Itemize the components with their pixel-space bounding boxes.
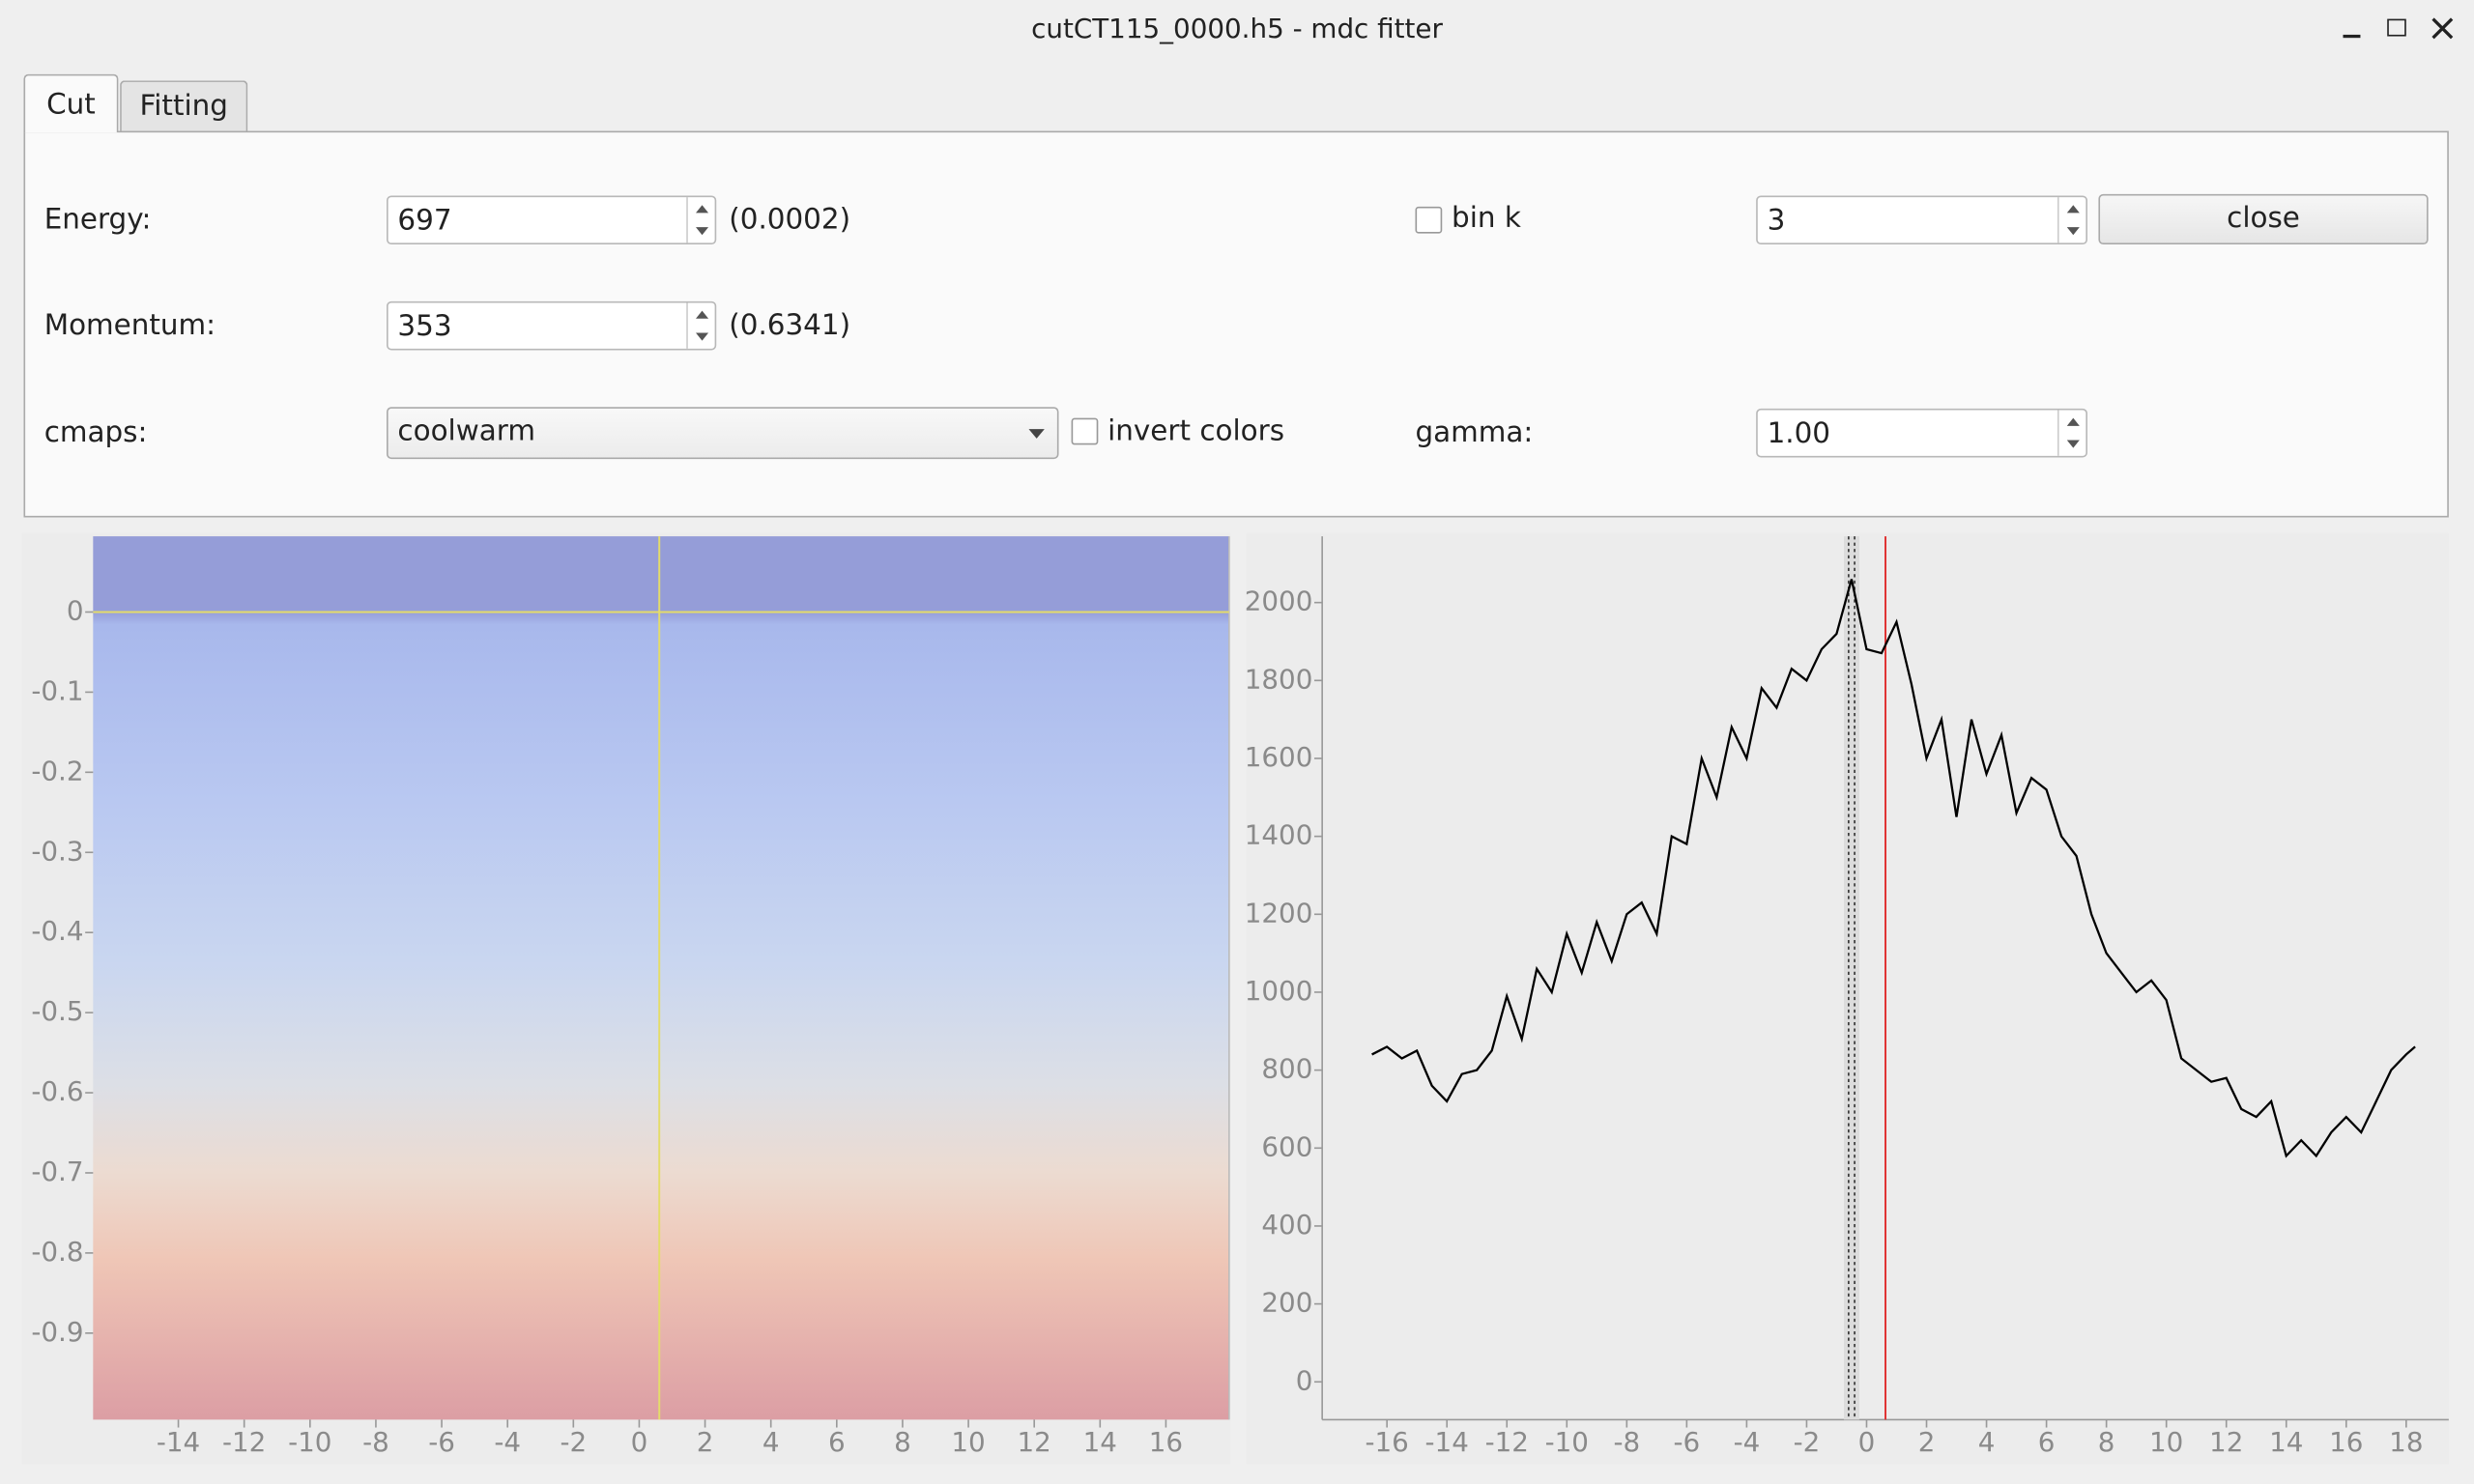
x-tick-label: 0 bbox=[1858, 1426, 1876, 1458]
invert-checkbox[interactable] bbox=[1071, 417, 1099, 445]
x-tick-label: 14 bbox=[2269, 1426, 2303, 1458]
x-tick-label: -4 bbox=[1734, 1426, 1761, 1458]
y-tick-label: 1200 bbox=[1245, 897, 1313, 928]
x-tick-label: -2 bbox=[560, 1426, 587, 1458]
y-tick-label: 1400 bbox=[1245, 819, 1313, 851]
y-tick-label: 200 bbox=[1261, 1287, 1312, 1319]
x-tick-label: -12 bbox=[1485, 1426, 1529, 1458]
combo-value: coolwarm bbox=[397, 414, 535, 448]
x-tick-label: 2 bbox=[1918, 1426, 1936, 1458]
heatmap-image bbox=[93, 536, 1229, 1420]
close-window-button[interactable] bbox=[2431, 15, 2454, 40]
spin-arrows[interactable] bbox=[686, 197, 714, 243]
y-tick-label: -0.2 bbox=[31, 755, 83, 786]
x-tick-label: -6 bbox=[428, 1426, 455, 1458]
cmap-combobox[interactable]: coolwarm bbox=[386, 407, 1059, 460]
x-tick-label: 8 bbox=[894, 1426, 911, 1458]
x-tick-label: -10 bbox=[288, 1426, 331, 1458]
combo-arrow bbox=[1028, 429, 1045, 439]
x-tick-label: 8 bbox=[2098, 1426, 2115, 1458]
y-tick-label: 600 bbox=[1261, 1130, 1312, 1162]
spin-arrows[interactable] bbox=[2057, 410, 2086, 456]
y-tick-label: -0.5 bbox=[31, 995, 83, 1027]
title-bar: cutCT115_0000.h5 - mdc fitter bbox=[0, 0, 2474, 61]
y-tick-label: -0.7 bbox=[31, 1156, 83, 1187]
y-tick-label: 0 bbox=[67, 594, 84, 626]
energy-label: Energy: bbox=[43, 203, 152, 237]
y-tick-label: 800 bbox=[1261, 1053, 1312, 1085]
x-tick-label: 16 bbox=[1149, 1426, 1183, 1458]
y-tick-label: 2000 bbox=[1245, 585, 1313, 617]
energy-spinbox[interactable]: 697 bbox=[386, 195, 717, 245]
x-tick-label: -6 bbox=[1674, 1426, 1701, 1458]
x-tick-label: 4 bbox=[762, 1426, 780, 1458]
x-tick-label: 12 bbox=[2209, 1426, 2243, 1458]
y-tick-label: -0.9 bbox=[31, 1316, 83, 1348]
selection-band bbox=[1843, 536, 1859, 1420]
bin-k-checkbox[interactable] bbox=[1415, 206, 1443, 234]
energy-readout: (0.0002) bbox=[729, 203, 851, 237]
y-tick-label: -0.4 bbox=[31, 915, 83, 947]
x-tick-label: -10 bbox=[1545, 1426, 1589, 1458]
x-tick-label: -12 bbox=[222, 1426, 266, 1458]
bin-k-spinbox[interactable]: 3 bbox=[1756, 195, 2087, 245]
spin-value: 353 bbox=[397, 309, 452, 343]
close-icon bbox=[2431, 17, 2454, 40]
tab-fitting[interactable]: Fitting bbox=[120, 80, 248, 131]
gamma-label: gamma: bbox=[1415, 416, 1534, 450]
x-tick-label: -8 bbox=[362, 1426, 389, 1458]
x-tick-label: 12 bbox=[1018, 1426, 1051, 1458]
spin-arrows[interactable] bbox=[2057, 197, 2086, 243]
x-tick-label: 14 bbox=[1083, 1426, 1117, 1458]
y-tick-label: -0.6 bbox=[31, 1075, 83, 1107]
invert-label: invert colors bbox=[1108, 414, 1285, 448]
spin-arrows[interactable] bbox=[686, 302, 714, 349]
cmaps-label: cmaps: bbox=[43, 416, 148, 450]
momentum-spinbox[interactable]: 353 bbox=[386, 300, 717, 351]
close-button[interactable]: close bbox=[2098, 193, 2429, 245]
gamma-spinbox[interactable]: 1.00 bbox=[1756, 408, 2087, 458]
x-tick-label: 18 bbox=[2389, 1426, 2423, 1458]
x-tick-label: -8 bbox=[1613, 1426, 1640, 1458]
x-tick-label: 6 bbox=[828, 1426, 846, 1458]
x-tick-label: 10 bbox=[951, 1426, 985, 1458]
tab-label: Fitting bbox=[139, 90, 228, 124]
x-tick-label: -14 bbox=[1425, 1426, 1469, 1458]
x-tick-label: 16 bbox=[2329, 1426, 2363, 1458]
x-tick-label: -16 bbox=[1366, 1426, 1409, 1458]
window-title: cutCT115_0000.h5 - mdc fitter bbox=[1031, 14, 1443, 46]
y-tick-label: -0.1 bbox=[31, 674, 83, 706]
x-tick-label: -14 bbox=[157, 1426, 200, 1458]
y-tick-label: 1800 bbox=[1245, 663, 1313, 695]
restore-button[interactable] bbox=[2387, 18, 2406, 37]
momentum-label: Momentum: bbox=[43, 309, 216, 343]
mdc-curve bbox=[1371, 579, 2416, 1158]
y-tick-label: 1600 bbox=[1245, 741, 1313, 773]
y-tick-label: -0.3 bbox=[31, 835, 83, 867]
x-tick-label: 0 bbox=[631, 1426, 648, 1458]
y-tick-label: 0 bbox=[1296, 1364, 1313, 1396]
x-tick-label: 10 bbox=[2149, 1426, 2183, 1458]
bin-k-label: bin k bbox=[1452, 201, 1521, 236]
button-label: close bbox=[2227, 201, 2300, 236]
x-tick-label: -2 bbox=[1794, 1426, 1821, 1458]
x-tick-label: 4 bbox=[1978, 1426, 1996, 1458]
y-tick-label: -0.8 bbox=[31, 1236, 83, 1268]
minimize-button[interactable] bbox=[2343, 34, 2361, 39]
x-tick-label: 2 bbox=[697, 1426, 714, 1458]
tab-label: Cut bbox=[46, 88, 96, 122]
y-tick-label: 1000 bbox=[1245, 975, 1313, 1007]
spin-value: 697 bbox=[397, 203, 452, 237]
tab-cut[interactable]: Cut bbox=[23, 73, 119, 133]
spin-value: 3 bbox=[1767, 203, 1786, 237]
x-tick-label: 6 bbox=[2038, 1426, 2056, 1458]
spin-value: 1.00 bbox=[1767, 416, 1831, 450]
x-tick-label: -4 bbox=[494, 1426, 521, 1458]
momentum-readout: (0.6341) bbox=[729, 309, 851, 343]
y-tick-label: 400 bbox=[1261, 1209, 1312, 1241]
